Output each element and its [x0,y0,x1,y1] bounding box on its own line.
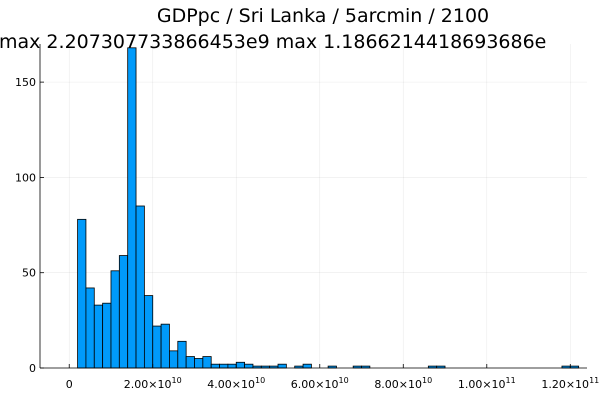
x-tick-label: 1.20×1011 [541,376,599,391]
histogram-bar [219,363,229,369]
histogram-bar [244,363,254,369]
histogram-bar [110,270,120,369]
histogram-bar [93,304,104,369]
histogram-bar [77,218,87,369]
chart-title: GDPpc / Sri Lanka / 5arcmin / 2100 [157,5,489,27]
histogram-bar [277,363,287,369]
x-tick-exponent: 10 [255,376,265,385]
histogram-bar [210,363,220,369]
x-tick-exponent: 10 [422,376,432,385]
y-tick-label: 50 [22,267,36,280]
histogram-bar [160,323,170,369]
x-tick-label: 1.00×1011 [458,376,516,391]
x-tick-label: 4.00×1010 [207,376,265,391]
histogram-bar [143,295,154,369]
histogram-bar [202,356,212,369]
x-tick-exponent: 10 [339,376,349,385]
axes-frame [39,44,587,369]
histogram-bar [169,350,179,369]
histogram-bar [127,47,137,369]
histogram-bar [235,361,246,369]
x-tick-label: 0 [66,378,73,391]
x-tick-label: 6.00×1010 [291,376,349,391]
histogram-bar [135,205,145,369]
chart-subtitle: max 2.207307733866453e9 max 1.1866214418… [0,31,546,53]
histogram-bar [118,255,129,369]
x-tick-label: 8.00×1010 [374,376,432,391]
histogram-bar [185,356,195,369]
x-tick-exponent: 10 [172,376,182,385]
x-tick-exponent: 11 [589,376,599,385]
histogram-bar [152,325,162,369]
y-axis-ticks: 0 50 100 150 [15,76,44,375]
y-tick-label: 150 [15,76,36,89]
histogram-bars [77,47,580,369]
histogram-bar [194,358,204,369]
x-tick-exponent: 11 [506,376,516,385]
y-tick-label: 0 [29,362,36,375]
x-axis-ticks: 0 2.00×1010 4.00×1010 6.00×1010 8.00×1010 1.0… [66,364,599,391]
x-tick-label: 2.00×1010 [124,376,182,391]
histogram-bar [177,340,187,369]
histogram-bar [302,363,312,369]
histogram-bar [102,302,112,369]
y-tick-label: 100 [15,171,36,184]
histogram-bar [227,363,237,369]
histogram-bar [85,287,95,369]
